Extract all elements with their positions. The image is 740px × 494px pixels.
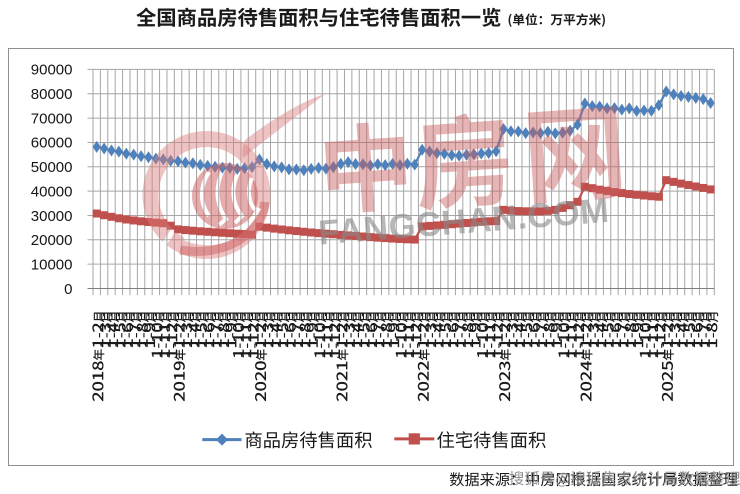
svg-text:30000: 30000	[31, 208, 73, 225]
svg-text:40000: 40000	[31, 183, 73, 200]
svg-text:20000: 20000	[31, 232, 73, 249]
svg-text:0: 0	[64, 281, 72, 298]
svg-text:10000: 10000	[31, 257, 73, 274]
svg-text:70000: 70000	[31, 110, 73, 127]
svg-text:50000: 50000	[31, 159, 73, 176]
svg-text:90000: 90000	[31, 62, 73, 79]
svg-text:80000: 80000	[31, 86, 73, 103]
svg-text:60000: 60000	[31, 135, 73, 152]
